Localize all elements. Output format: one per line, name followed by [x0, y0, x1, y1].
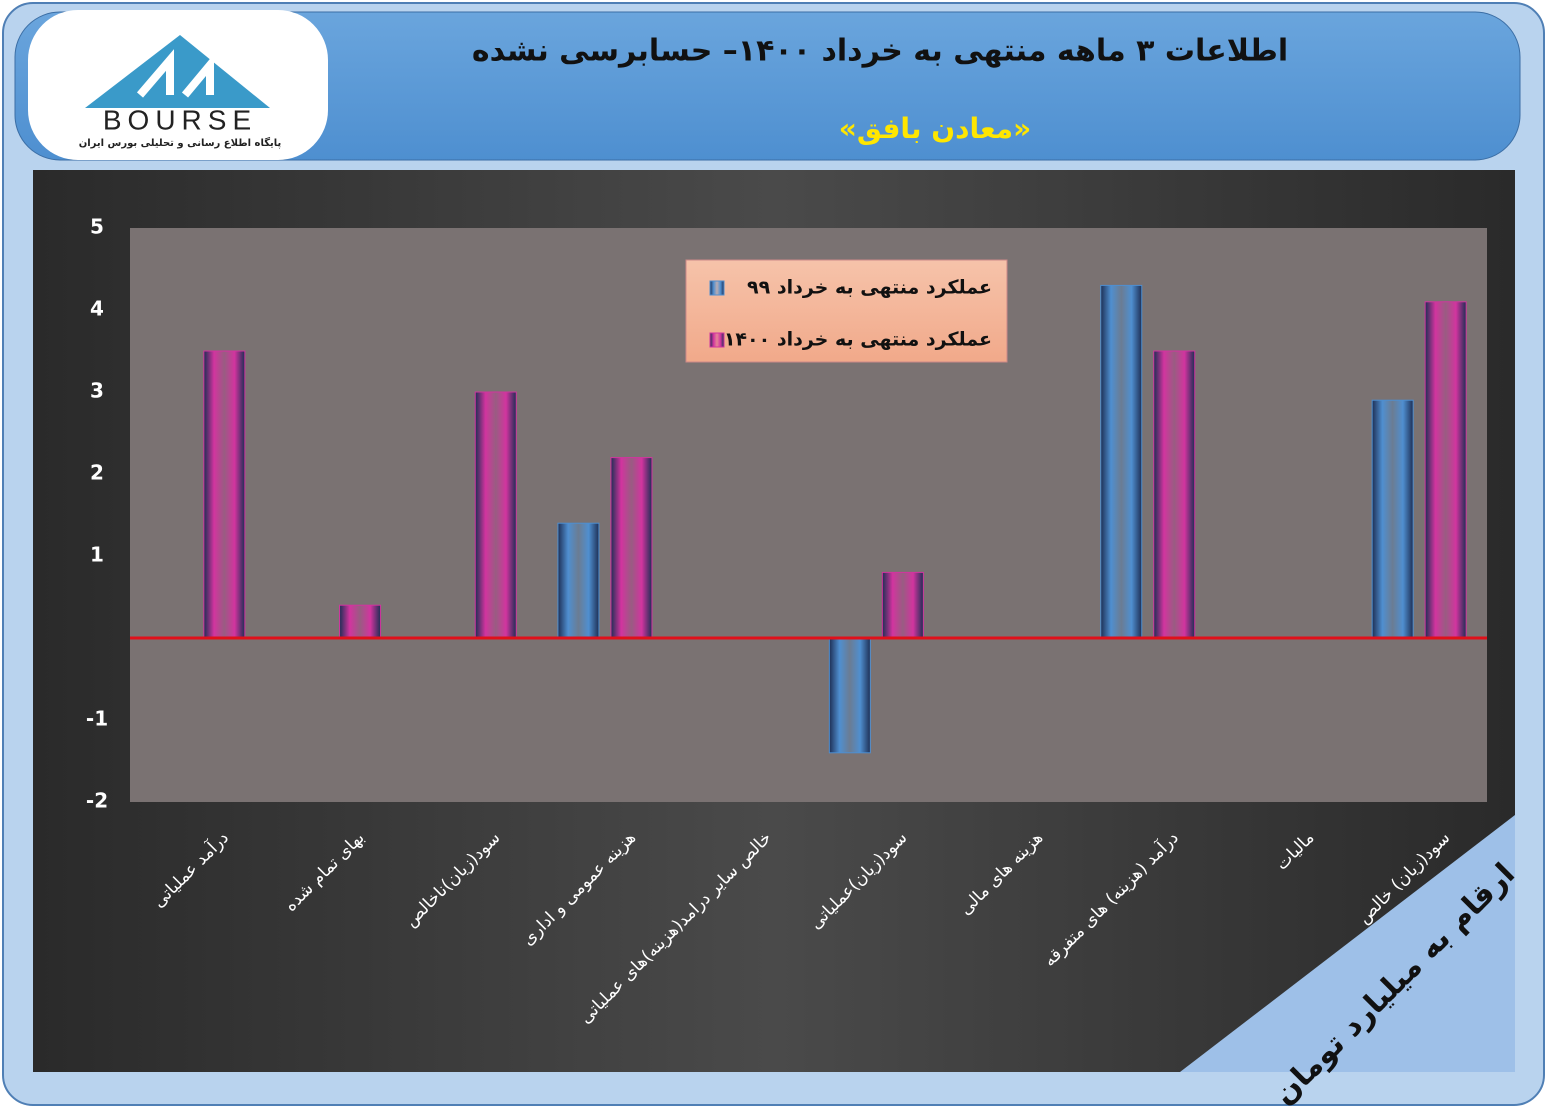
legend-label: عملکرد منتهی به خرداد ۹۹ [747, 277, 992, 299]
y-tick-label: 1 [90, 543, 104, 567]
y-tick-label: 3 [90, 379, 104, 403]
bar [881, 571, 924, 639]
legend-swatch [709, 280, 725, 296]
bar [610, 457, 653, 639]
bar [1153, 350, 1196, 639]
note-banner [1180, 815, 1515, 1072]
bar [1424, 301, 1467, 639]
subtitle: «معادن بافق» [839, 112, 1031, 145]
bar [557, 522, 600, 639]
y-tick-label: -1 [86, 707, 108, 731]
bar [474, 391, 517, 639]
legend-swatch [709, 332, 725, 348]
logo-mark [136, 49, 214, 98]
legend [685, 259, 1008, 363]
bar [339, 604, 382, 639]
y-tick-label: 4 [90, 297, 104, 321]
bar [1100, 284, 1143, 639]
y-tick-label: -2 [86, 789, 108, 813]
logo-name: BOURSE [103, 104, 257, 135]
header [14, 11, 1521, 161]
y-tick-label: 5 [90, 215, 104, 239]
logo-tagline: پایگاه اطلاع رسانی و تحلیلی بورس ایران [79, 136, 282, 149]
title: اطلاعات ۳ ماهه منتهی به خرداد ۱۴۰۰– حساب… [472, 34, 1288, 69]
logo-mark [85, 35, 270, 108]
bar [828, 637, 871, 754]
bar [1371, 399, 1414, 639]
bar [203, 350, 246, 639]
y-tick-label: 2 [90, 461, 104, 485]
legend-label: عملکرد منتهی به خرداد ۱۴۰۰ [724, 329, 992, 351]
